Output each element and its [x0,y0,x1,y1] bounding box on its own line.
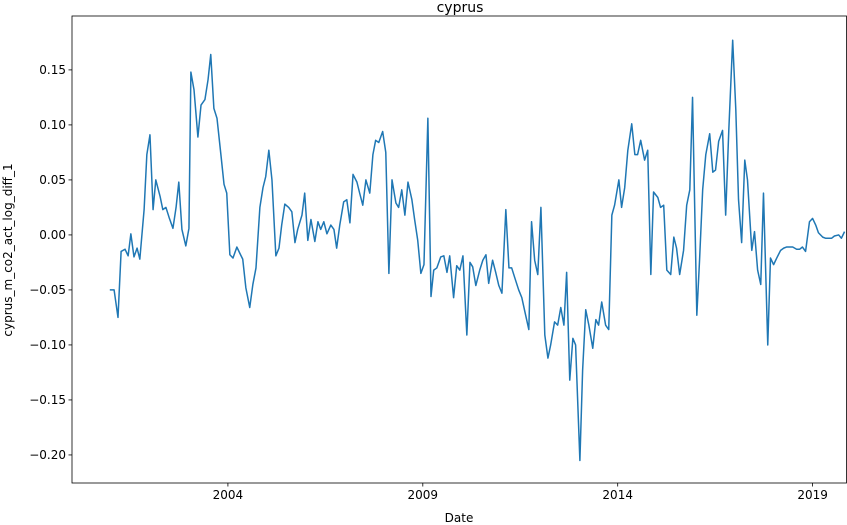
y-tick-label: −0.20 [29,448,66,462]
y-tick-label: 0.05 [39,173,66,187]
x-tick-label: 2009 [408,488,439,502]
x-axis-label: Date [445,511,474,525]
x-tick-label: 2014 [602,488,633,502]
chart-title: cyprus [437,0,484,16]
y-tick-label: 0.15 [39,63,66,77]
y-tick-label: 0.00 [39,228,66,242]
y-axis-label: cyprus_m_co2_act_log_diff_1 [1,163,15,336]
y-tick-label: 0.10 [39,118,66,132]
y-tick-label: −0.10 [29,338,66,352]
data-line [109,39,846,462]
x-tick-label: 2019 [797,488,828,502]
y-tick-label: −0.15 [29,393,66,407]
y-tick-label: −0.05 [29,283,66,297]
x-tick-label: 2004 [213,488,244,502]
